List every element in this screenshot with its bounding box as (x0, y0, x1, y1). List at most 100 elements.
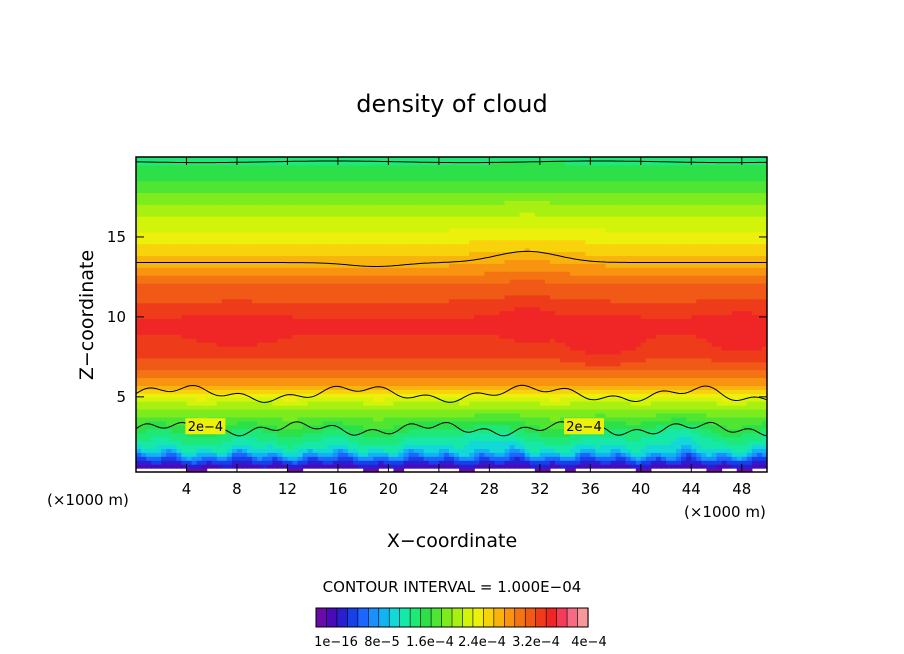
field-cell (312, 448, 319, 453)
field-cell (151, 164, 157, 170)
field-cell (337, 377, 344, 383)
field-cell (171, 412, 177, 418)
field-cell (136, 342, 142, 347)
field-cell (388, 200, 395, 205)
field-cell (398, 235, 405, 241)
field-cell (136, 318, 142, 323)
field-cell (136, 369, 142, 375)
field-cell (438, 369, 445, 375)
field-cell (292, 168, 299, 174)
field-cell (196, 464, 203, 469)
field-cell (373, 157, 379, 162)
field-cell (403, 263, 410, 268)
field-cell (353, 428, 359, 434)
field-cell (146, 263, 152, 268)
field-cell (398, 275, 405, 280)
field-cell (211, 357, 218, 363)
field-cell (166, 267, 172, 272)
field-cell (337, 369, 344, 375)
field-cell (181, 172, 188, 178)
field-cell (292, 322, 299, 327)
field-cell (206, 180, 213, 186)
field-cell (196, 365, 203, 371)
field-cell (277, 353, 283, 359)
field-cell (242, 259, 248, 264)
field-cell (277, 239, 283, 245)
field-cell (342, 310, 349, 316)
field-cell (398, 204, 405, 209)
field-cell (171, 432, 177, 438)
field-cell (322, 322, 329, 327)
field-cell (236, 409, 243, 414)
field-cell (413, 314, 420, 320)
field-cell (236, 393, 243, 398)
field-cell (136, 349, 142, 355)
field-cell (363, 440, 369, 446)
field-cell (292, 440, 299, 446)
field-cell (221, 342, 228, 347)
field-cell (201, 310, 208, 316)
field-cell (247, 251, 253, 257)
field-cell (257, 251, 263, 257)
field-cell (211, 432, 218, 438)
field-cell (226, 286, 233, 292)
field-cell (448, 452, 455, 457)
field-cell (287, 212, 294, 217)
field-cell (166, 377, 172, 383)
field-cell (368, 397, 374, 402)
field-cell (156, 369, 162, 375)
field-cell (418, 369, 425, 375)
field-cell (216, 330, 223, 335)
field-cell (216, 164, 223, 170)
field-cell (206, 393, 213, 398)
field-cell (216, 192, 223, 197)
field-cell (221, 263, 228, 268)
field-cell (196, 255, 203, 260)
field-cell (252, 184, 258, 190)
field-cell (373, 401, 379, 406)
field-cell (292, 424, 299, 430)
field-cell (443, 231, 450, 237)
field-cell (226, 239, 233, 245)
field-cell (363, 342, 369, 347)
field-cell (262, 314, 268, 320)
field-cell (247, 294, 253, 300)
field-cell (171, 349, 177, 355)
field-cell (353, 298, 359, 304)
field-cell (393, 416, 400, 422)
field-cell (358, 365, 364, 371)
field-cell (257, 184, 263, 190)
field-cell (171, 239, 177, 245)
field-cell (242, 294, 248, 300)
field-cell (403, 220, 410, 225)
field-cell (211, 346, 218, 351)
field-cell (181, 416, 188, 422)
field-cell (176, 342, 183, 347)
field-cell (267, 349, 273, 355)
field-cell (363, 322, 369, 327)
field-cell (327, 377, 334, 383)
field-cell (287, 389, 294, 394)
field-cell (221, 464, 228, 469)
field-cell (161, 416, 167, 422)
field-cell (206, 361, 213, 367)
field-cell (383, 298, 389, 304)
field-cell (317, 361, 324, 367)
field-cell (423, 353, 430, 359)
field-cell (307, 263, 314, 268)
field-cell (171, 172, 177, 178)
field-cell (161, 239, 167, 245)
field-cell (277, 208, 283, 213)
field-cell (156, 176, 162, 182)
field-cell (211, 204, 218, 209)
field-cell (141, 310, 147, 316)
field-cell (348, 346, 354, 351)
field-cell (141, 239, 147, 245)
field-cell (252, 338, 258, 343)
field-cell (433, 247, 440, 253)
field-cell (166, 440, 172, 446)
field-cell (247, 397, 253, 402)
field-cell (337, 306, 344, 312)
field-cell (317, 452, 324, 457)
field-cell (448, 290, 455, 296)
